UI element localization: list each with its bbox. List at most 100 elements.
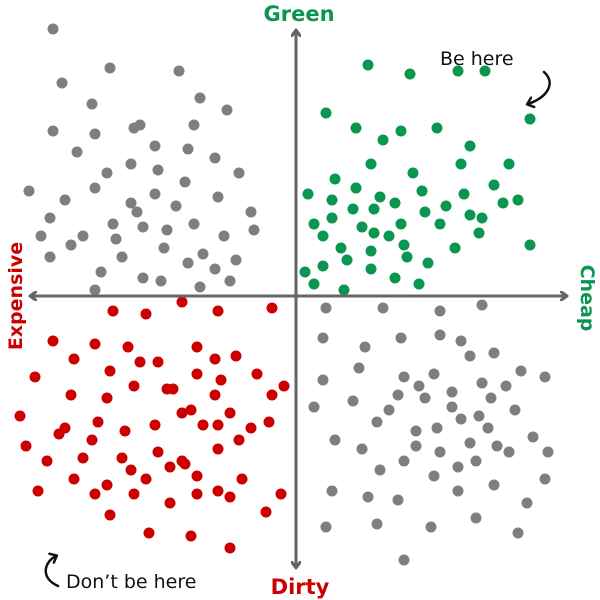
data-point-bottom-right-45 bbox=[521, 497, 533, 509]
data-point-bottom-left-53 bbox=[89, 488, 101, 500]
data-point-bottom-right-28 bbox=[527, 431, 539, 443]
data-point-bottom-left-52 bbox=[32, 485, 44, 497]
data-point-bottom-right-3 bbox=[476, 299, 488, 311]
data-point-top-right-5 bbox=[320, 107, 332, 119]
data-point-top-right-21 bbox=[416, 185, 428, 197]
data-point-top-right-27 bbox=[395, 218, 407, 230]
data-point-top-right-10 bbox=[377, 134, 389, 146]
data-point-bottom-left-57 bbox=[224, 491, 236, 503]
data-point-top-left-2 bbox=[86, 98, 98, 110]
data-point-top-right-43 bbox=[413, 278, 425, 290]
data-point-bottom-left-67 bbox=[125, 464, 137, 476]
axis-label-bottom: Dirty bbox=[271, 575, 330, 599]
data-point-bottom-left-1 bbox=[140, 308, 152, 320]
data-point-top-left-7 bbox=[89, 128, 101, 140]
data-point-top-left-27 bbox=[245, 206, 257, 218]
data-point-bottom-left-10 bbox=[209, 353, 221, 365]
data-point-bottom-right-50 bbox=[512, 527, 524, 539]
data-point-top-right-45 bbox=[308, 218, 320, 230]
data-point-bottom-left-51 bbox=[236, 473, 248, 485]
data-point-bottom-right-13 bbox=[398, 371, 410, 383]
data-point-bottom-left-59 bbox=[275, 488, 287, 500]
data-point-top-left-39 bbox=[95, 266, 107, 278]
data-point-bottom-left-35 bbox=[212, 419, 224, 431]
data-point-bottom-right-60 bbox=[446, 386, 458, 398]
data-point-top-right-36 bbox=[449, 242, 461, 254]
data-point-top-left-51 bbox=[89, 284, 101, 296]
data-point-top-left-1 bbox=[104, 62, 116, 74]
data-point-bottom-right-19 bbox=[446, 401, 458, 413]
axis-label-right: Cheap bbox=[576, 265, 598, 332]
data-point-top-right-44 bbox=[512, 194, 524, 206]
data-point-bottom-right-57 bbox=[347, 395, 359, 407]
data-point-bottom-left-21 bbox=[65, 389, 77, 401]
data-point-top-right-20 bbox=[389, 197, 401, 209]
data-point-top-right-33 bbox=[341, 254, 353, 266]
data-point-top-right-47 bbox=[383, 230, 395, 242]
data-point-bottom-left-55 bbox=[164, 497, 176, 509]
data-point-top-right-12 bbox=[365, 158, 377, 170]
data-point-bottom-left-3 bbox=[212, 305, 224, 317]
data-point-bottom-right-61 bbox=[476, 377, 488, 389]
data-point-bottom-left-54 bbox=[128, 488, 140, 500]
data-point-bottom-right-26 bbox=[473, 410, 485, 422]
data-point-bottom-left-17 bbox=[215, 374, 227, 386]
data-point-bottom-right-41 bbox=[362, 491, 374, 503]
data-point-bottom-right-18 bbox=[419, 392, 431, 404]
annotation-dont-be-here-arrow bbox=[44, 556, 60, 588]
data-point-bottom-right-14 bbox=[428, 368, 440, 380]
data-point-top-right-52 bbox=[374, 191, 386, 203]
data-point-top-left-21 bbox=[59, 194, 71, 206]
data-point-bottom-right-40 bbox=[326, 485, 338, 497]
data-point-bottom-left-36 bbox=[245, 422, 257, 434]
data-point-top-right-22 bbox=[458, 188, 470, 200]
data-point-top-left-23 bbox=[125, 197, 137, 209]
data-point-top-right-51 bbox=[356, 221, 368, 233]
data-point-bottom-right-35 bbox=[542, 446, 554, 458]
data-point-bottom-left-28 bbox=[278, 380, 290, 392]
data-point-bottom-right-7 bbox=[434, 329, 446, 341]
data-point-top-right-40 bbox=[338, 284, 350, 296]
data-point-bottom-left-14 bbox=[134, 356, 146, 368]
data-point-bottom-left-24 bbox=[161, 383, 173, 395]
data-point-bottom-right-9 bbox=[488, 347, 500, 359]
data-point-bottom-left-33 bbox=[149, 419, 161, 431]
data-point-bottom-left-13 bbox=[104, 365, 116, 377]
data-point-top-right-16 bbox=[302, 188, 314, 200]
data-point-top-left-44 bbox=[194, 281, 206, 293]
data-point-top-left-43 bbox=[155, 275, 167, 287]
data-point-top-left-41 bbox=[35, 230, 47, 242]
data-point-bottom-left-32 bbox=[119, 425, 131, 437]
data-point-bottom-right-4 bbox=[317, 332, 329, 344]
data-point-bottom-right-34 bbox=[491, 440, 503, 452]
data-point-bottom-left-60 bbox=[104, 509, 116, 521]
data-point-top-left-47 bbox=[131, 206, 143, 218]
data-point-bottom-left-65 bbox=[86, 434, 98, 446]
data-point-bottom-right-23 bbox=[371, 416, 383, 428]
data-point-top-right-15 bbox=[503, 158, 515, 170]
data-point-top-left-38 bbox=[197, 248, 209, 260]
data-point-bottom-right-24 bbox=[410, 425, 422, 437]
data-point-bottom-right-1 bbox=[377, 302, 389, 314]
data-point-bottom-left-6 bbox=[89, 338, 101, 350]
data-point-bottom-right-29 bbox=[329, 434, 341, 446]
data-point-bottom-right-12 bbox=[353, 362, 365, 374]
data-point-bottom-left-50 bbox=[212, 485, 224, 497]
data-point-bottom-left-37 bbox=[41, 455, 53, 467]
data-point-top-right-19 bbox=[368, 203, 380, 215]
data-point-top-left-24 bbox=[149, 188, 161, 200]
data-point-top-left-18 bbox=[209, 152, 221, 164]
data-point-bottom-left-31 bbox=[92, 416, 104, 428]
data-point-bottom-left-4 bbox=[266, 302, 278, 314]
data-point-bottom-right-21 bbox=[539, 371, 551, 383]
data-point-top-right-2 bbox=[452, 65, 464, 77]
data-point-top-left-9 bbox=[149, 140, 161, 152]
data-point-top-left-36 bbox=[116, 251, 128, 263]
data-point-bottom-left-8 bbox=[152, 356, 164, 368]
data-point-top-right-3 bbox=[479, 65, 491, 77]
data-point-bottom-left-23 bbox=[128, 380, 140, 392]
data-point-top-right-38 bbox=[422, 257, 434, 269]
data-point-bottom-left-63 bbox=[224, 542, 236, 554]
data-point-bottom-right-59 bbox=[413, 380, 425, 392]
axis-label-left: Expensive bbox=[5, 242, 27, 350]
